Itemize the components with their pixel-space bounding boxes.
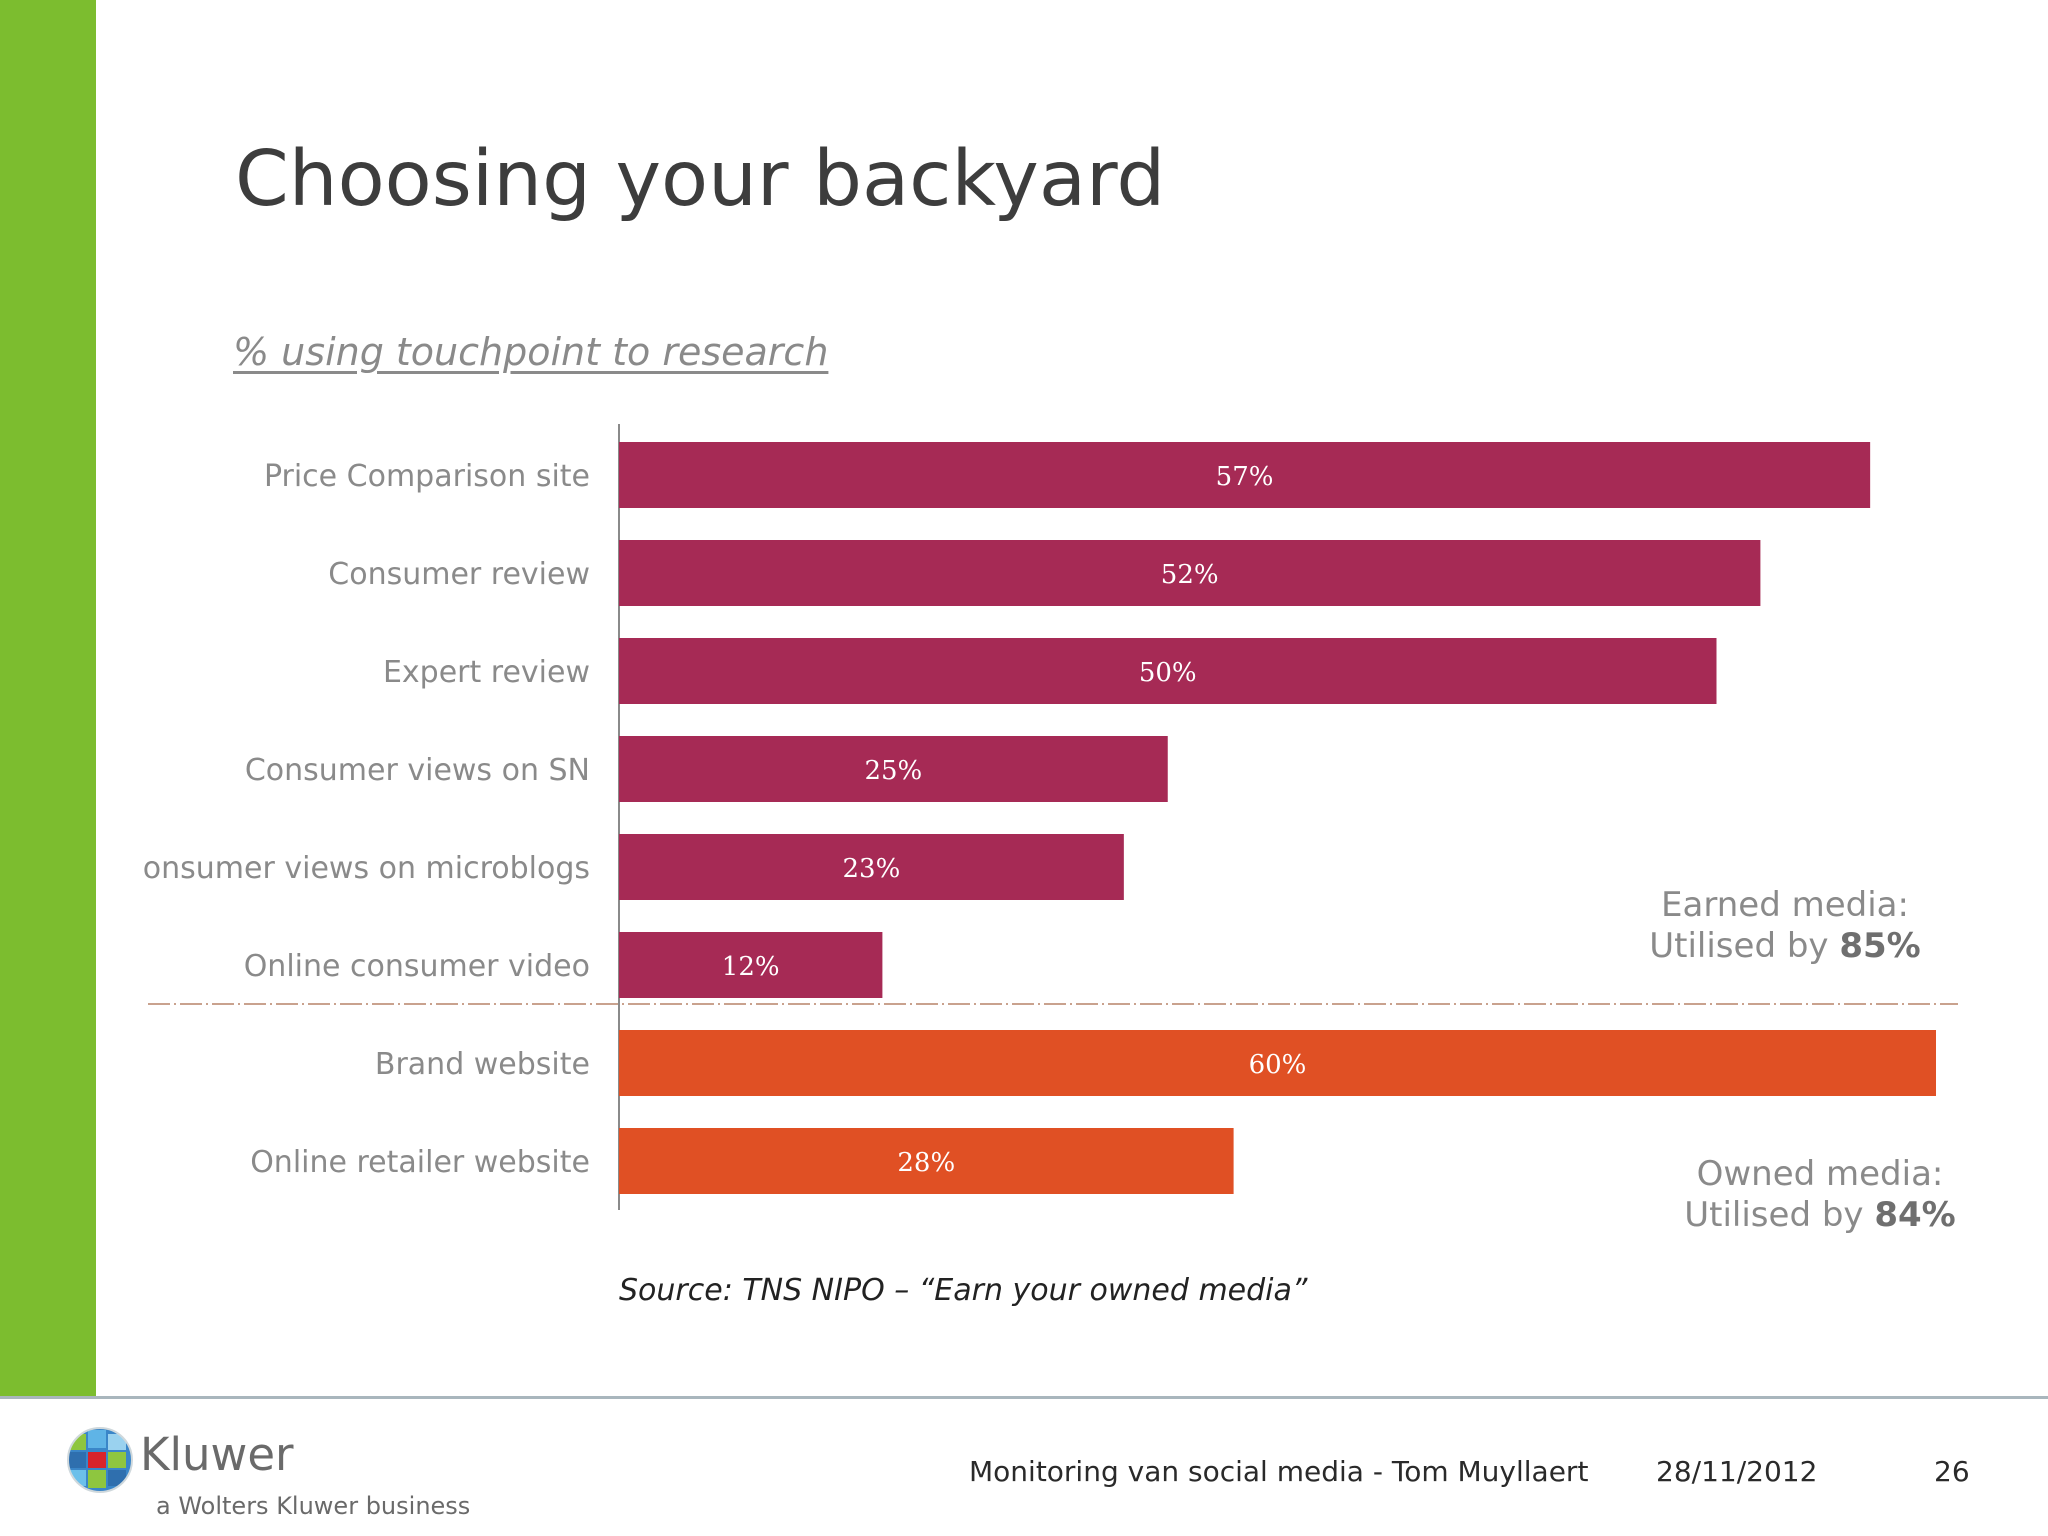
bar-2 [619, 540, 1761, 606]
owned-media-utilised-text: Utilised by [1684, 1195, 1875, 1235]
bar-8 [619, 1128, 1234, 1194]
value-label-8: 28% [897, 1148, 955, 1178]
value-label-7: 60% [1249, 1050, 1307, 1080]
category-label-6: Online consumer video [244, 949, 590, 984]
accent-sidebar-stripe [0, 0, 96, 1398]
value-label-6: 12% [722, 952, 780, 982]
footer-divider [0, 1396, 2048, 1399]
category-label-8: Online retailer website [250, 1145, 590, 1180]
category-label-2: Consumer review [328, 557, 590, 592]
owned-media-annotation: Owned media: Utilised by 84% [1650, 1154, 1990, 1236]
value-label-3: 50% [1139, 658, 1197, 688]
slide-title: Choosing your backyard [235, 135, 1166, 224]
value-label-5: 23% [843, 854, 901, 884]
category-label-4: Consumer views on SN [245, 753, 590, 788]
bar-7 [619, 1030, 1936, 1096]
earned-media-value: 85% [1839, 926, 1921, 966]
earned-media-label: Earned media: [1661, 885, 1909, 925]
bar-1 [619, 442, 1871, 508]
category-label-5: onsumer views on microblogs [143, 851, 590, 886]
bar-3 [619, 638, 1717, 704]
company-logo: Kluwer a Wolters Kluwer business [64, 1424, 484, 1524]
page-number: 26 [1934, 1455, 1970, 1488]
presentation-title: Monitoring van social media - Tom Muylla… [969, 1455, 1589, 1488]
value-label-4: 25% [864, 756, 922, 786]
globe-logo-icon [67, 1427, 133, 1493]
logo-tagline: a Wolters Kluwer business [156, 1492, 471, 1520]
bar-6 [619, 932, 883, 998]
chart-subtitle: % using touchpoint to research [233, 330, 829, 374]
earned-media-utilised-text: Utilised by [1649, 926, 1840, 966]
earned-media-annotation: Earned media: Utilised by 85% [1615, 885, 1955, 967]
bar-5 [619, 834, 1124, 900]
owned-media-label: Owned media: [1696, 1154, 1944, 1194]
value-label-2: 52% [1161, 560, 1219, 590]
bar-4 [619, 736, 1168, 802]
slide-date: 28/11/2012 [1656, 1455, 1818, 1488]
value-label-1: 57% [1216, 462, 1274, 492]
owned-media-value: 84% [1874, 1195, 1956, 1235]
source-note: Source: TNS NIPO – “Earn your owned medi… [619, 1273, 1308, 1308]
category-label-1: Price Comparison site [264, 459, 590, 494]
bar-chart: Price Comparison site 57% Consumer review 5… [143, 424, 1958, 1210]
logo-wordmark: Kluwer [140, 1428, 294, 1481]
category-label-3: Expert review [383, 655, 590, 690]
category-label-7: Brand website [375, 1047, 590, 1082]
